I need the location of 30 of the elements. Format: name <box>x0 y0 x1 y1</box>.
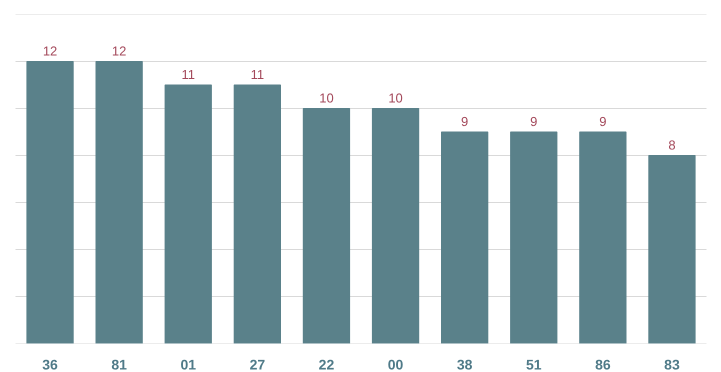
x-tick-label: 38 <box>456 356 473 372</box>
data-label: 9 <box>599 114 606 129</box>
bar <box>510 132 558 344</box>
data-label: 9 <box>461 114 468 129</box>
bar <box>164 84 212 344</box>
data-label: 10 <box>388 90 403 106</box>
bar <box>441 132 488 344</box>
data-label: 11 <box>250 67 264 82</box>
bar <box>302 108 350 344</box>
data-label: 11 <box>182 67 195 82</box>
data-label: 8 <box>668 138 676 152</box>
data-label: 9 <box>530 114 538 129</box>
bar <box>96 61 143 344</box>
bar <box>648 155 696 344</box>
bar <box>579 132 626 344</box>
x-tick-label: 86 <box>595 356 611 372</box>
x-tick-label: 81 <box>111 356 128 372</box>
x-tick-label: 22 <box>318 356 334 372</box>
x-tick-label: 00 <box>388 356 404 372</box>
data-label: 12 <box>42 44 58 58</box>
x-tick-label: 51 <box>526 356 542 372</box>
data-label: 10 <box>319 90 334 106</box>
bar <box>26 61 74 344</box>
x-tick-label: 27 <box>250 356 266 372</box>
bar <box>372 108 420 344</box>
x-tick-label: 83 <box>664 356 680 372</box>
data-label: 12 <box>112 44 126 58</box>
x-tick-label: 36 <box>42 356 58 372</box>
x-tick-label: 01 <box>180 356 196 372</box>
bar <box>234 84 281 344</box>
